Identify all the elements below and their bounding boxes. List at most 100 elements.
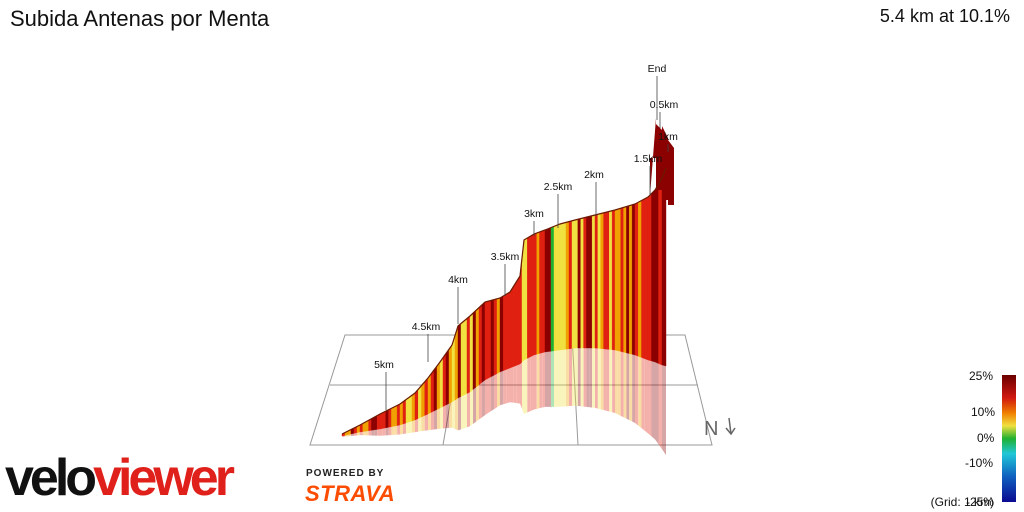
gradient-band xyxy=(427,373,432,415)
gradient-band xyxy=(591,214,596,349)
reflection-band xyxy=(513,365,517,404)
reflection-band xyxy=(606,349,610,412)
reflection-band xyxy=(464,393,467,429)
distance-marker-label: 1.5km xyxy=(634,153,663,165)
reflection-band xyxy=(583,348,587,407)
gradient-band xyxy=(553,224,558,352)
reflection-band xyxy=(397,425,400,435)
segment-title: Subida Antenas por Menta xyxy=(10,6,270,31)
gradient-band xyxy=(430,369,435,413)
reflection-band xyxy=(360,431,363,436)
reflection-band xyxy=(662,365,664,453)
gradient-band xyxy=(445,348,450,406)
gradient-band xyxy=(611,209,616,351)
gradient-band xyxy=(451,335,456,403)
gradient-band xyxy=(577,218,581,349)
gradient-band xyxy=(574,219,579,349)
reflection-band xyxy=(648,360,652,437)
reflection-band xyxy=(431,411,434,430)
reflection-band xyxy=(449,402,452,428)
gradient-band xyxy=(493,298,498,376)
gradient-band xyxy=(433,365,438,412)
reflection-band xyxy=(592,348,595,408)
gradient-band xyxy=(638,200,642,358)
gradient-band xyxy=(478,304,483,386)
gradient-band xyxy=(589,215,593,349)
gradient-band xyxy=(539,230,543,354)
veloviewer-logo[interactable]: veloviewer xyxy=(5,449,235,507)
reflection-band xyxy=(357,432,360,436)
gradient-band xyxy=(609,210,613,350)
reflection-band xyxy=(443,405,446,429)
gradient-band xyxy=(463,318,468,396)
reflection-band xyxy=(577,348,581,407)
gradient-band xyxy=(544,228,549,353)
gradient-band xyxy=(536,231,540,355)
reflection-band xyxy=(485,378,488,416)
reflection-band xyxy=(458,396,461,431)
gradient-band xyxy=(499,295,504,373)
gradient-band xyxy=(424,377,429,416)
gradient-band xyxy=(631,203,636,356)
distance-marker-label: 2.5km xyxy=(544,181,573,193)
gradient-band xyxy=(623,206,627,354)
profile-top-edge xyxy=(341,167,667,435)
gradient-band xyxy=(442,352,447,407)
gradient-band xyxy=(394,405,398,427)
gradient-band xyxy=(641,198,645,360)
gradient-band xyxy=(475,307,480,388)
gradient-band xyxy=(651,189,656,363)
reflection-band xyxy=(479,382,482,420)
gradient-band xyxy=(513,280,517,367)
reflection-band xyxy=(638,356,642,429)
reflection-band xyxy=(655,362,659,445)
reflection-band xyxy=(516,364,520,404)
distance-marker-label: 4km xyxy=(448,274,468,286)
reflection-band xyxy=(415,418,419,433)
reflection-band xyxy=(377,429,380,436)
gradient-band xyxy=(656,124,662,190)
reflection-band xyxy=(557,350,560,407)
gradient-band xyxy=(533,232,537,356)
gradient-band xyxy=(414,388,419,421)
gradient-band xyxy=(457,323,462,399)
gradient-band xyxy=(385,409,389,429)
reflection-band xyxy=(455,398,458,431)
reflection-band xyxy=(467,392,470,428)
gradient-band xyxy=(439,357,444,409)
reflection-band xyxy=(620,351,624,418)
distance-marker-label: 4.5km xyxy=(412,321,441,333)
gradient-band xyxy=(654,183,659,364)
gradient-band xyxy=(402,399,407,425)
gradient-band xyxy=(668,140,674,205)
gradient-band xyxy=(527,235,531,359)
gradient-band xyxy=(421,381,425,418)
gradient-band xyxy=(503,293,507,371)
reflection-band xyxy=(470,389,473,427)
logo-part-velo: velo xyxy=(5,449,97,507)
reflection-band xyxy=(503,369,507,405)
reflection-band xyxy=(536,353,540,409)
reflection-band xyxy=(345,434,348,437)
reflection-band xyxy=(566,348,569,407)
strava-logo[interactable]: STRAVA xyxy=(305,481,396,506)
reflection-band xyxy=(354,432,357,436)
distance-marker-label: 1km xyxy=(658,131,678,143)
gradient-band xyxy=(617,208,621,352)
reflection-band xyxy=(452,400,455,430)
reflection-band xyxy=(476,384,479,422)
reflection-band xyxy=(510,366,514,403)
reflection-band xyxy=(617,350,621,416)
gradient-band xyxy=(506,291,511,370)
gradient-band xyxy=(542,229,546,354)
reflection-band xyxy=(629,353,633,422)
distance-marker-label: 2km xyxy=(584,169,604,181)
reflection-band xyxy=(421,415,425,432)
gradient-band xyxy=(626,205,630,354)
reflection-band xyxy=(391,426,395,436)
reflection-band xyxy=(382,427,386,436)
gradient-band xyxy=(647,193,652,362)
gradient-band xyxy=(509,285,514,369)
reflection-band xyxy=(437,408,440,430)
